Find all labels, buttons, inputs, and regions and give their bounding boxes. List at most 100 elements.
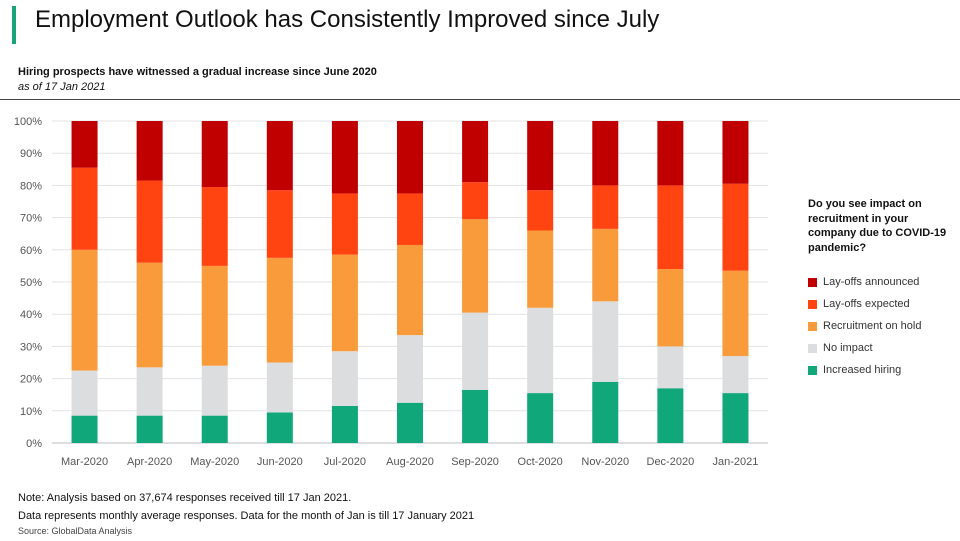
- legend-title: Do you see impact on recruitment in your…: [808, 198, 947, 254]
- y-tick-label: 70%: [20, 213, 42, 225]
- x-tick-label: Mar-2020: [61, 456, 108, 468]
- bar-segment: [201, 265, 228, 366]
- legend-label: No impact: [823, 342, 873, 354]
- y-tick-label: 0%: [26, 438, 42, 450]
- y-tick-label: 40%: [20, 309, 42, 321]
- bar-segment: [657, 269, 684, 347]
- bar-segment: [266, 121, 293, 191]
- bar-segment: [592, 121, 619, 186]
- bar-segment: [527, 230, 554, 308]
- bar-segment: [331, 254, 358, 352]
- bar-segment: [331, 121, 358, 194]
- legend-label: Increased hiring: [823, 364, 902, 376]
- bar-segment: [527, 307, 554, 394]
- title-accent-bar: [12, 6, 16, 44]
- bar-segment: [266, 362, 293, 413]
- bar-segment: [201, 365, 228, 416]
- x-tick-label: Oct-2020: [518, 456, 563, 468]
- bar-segment: [722, 393, 749, 443]
- bar-segment: [136, 262, 163, 368]
- y-tick-label: 30%: [20, 341, 42, 353]
- bar-segment: [462, 121, 489, 183]
- bar-segment: [266, 257, 293, 363]
- bar-segment: [397, 335, 423, 403]
- legend-item-no-impact: No impact: [808, 337, 958, 359]
- x-tick-label: Apr-2020: [127, 456, 172, 468]
- bar-segment: [397, 193, 423, 245]
- chart-subtitle: Hiring prospects have witnessed a gradua…: [18, 66, 377, 78]
- bar-segment: [331, 193, 358, 255]
- footnote-line-1: Note: Analysis based on 37,674 responses…: [18, 492, 352, 504]
- bar-segment: [397, 402, 423, 443]
- footnote-line-2: Data represents monthly average response…: [18, 510, 475, 522]
- bar-segment: [201, 415, 228, 443]
- legend-swatch: [808, 365, 817, 375]
- bar-segment: [527, 190, 554, 231]
- bar-segment: [331, 405, 358, 443]
- bar-segment: [592, 301, 619, 382]
- bar-segment: [71, 370, 98, 416]
- legend-swatch: [808, 277, 817, 287]
- y-tick-label: 50%: [20, 277, 42, 289]
- bar-segment: [201, 121, 228, 188]
- as-of-date: as of 17 Jan 2021: [18, 81, 106, 93]
- legend-swatch: [808, 343, 817, 353]
- y-tick-label: 90%: [20, 148, 42, 160]
- bar-segment: [462, 219, 489, 313]
- bar-segment: [71, 415, 98, 443]
- y-tick-label: 100%: [14, 116, 42, 128]
- x-tick-label: Nov-2020: [581, 456, 629, 468]
- bar-segment: [657, 346, 684, 389]
- x-tick-label: Jun-2020: [257, 456, 303, 468]
- bar-segment: [592, 228, 619, 302]
- stacked-bar-chart: 0% 10% 20% 30% 40% 50% 60% 70% 80% 90% 100% Mar-202…: [14, 116, 768, 468]
- legend-swatch: [808, 321, 817, 331]
- y-tick-label: 10%: [20, 406, 42, 418]
- page-title: Employment Outlook has Consistently Impr…: [35, 6, 660, 33]
- legend-item-lay-offs-expected: Lay-offs expected: [808, 293, 958, 315]
- bar-segment: [462, 312, 489, 390]
- bar-segment: [71, 121, 98, 168]
- bar-segment: [266, 190, 293, 258]
- bar-segment: [331, 351, 358, 406]
- x-tick-label: Sep-2020: [451, 456, 499, 468]
- bar-segment: [527, 393, 554, 443]
- legend-item-lay-offs-announced: Lay-offs announced: [808, 271, 958, 293]
- bar-segment: [71, 167, 98, 250]
- legend-label: Lay-offs expected: [823, 298, 910, 310]
- y-tick-label: 60%: [20, 245, 42, 257]
- bar-segment: [397, 121, 423, 194]
- legend-swatch: [808, 299, 817, 309]
- source-note: Source: GlobalData Analysis: [18, 526, 133, 536]
- bar-segment: [722, 121, 749, 184]
- x-tick-label: Jan-2021: [713, 456, 759, 468]
- bar-segment: [592, 381, 619, 443]
- bar-segment: [462, 389, 489, 443]
- header-divider: [0, 99, 960, 100]
- bar-segment: [657, 121, 684, 186]
- bar-segment: [592, 185, 619, 229]
- bar-segment: [136, 415, 163, 443]
- bar-segment: [722, 270, 749, 357]
- legend-label: Recruitment on hold: [823, 320, 922, 332]
- bar-segment: [657, 388, 684, 443]
- legend: Do you see impact on recruitment in your…: [808, 197, 958, 381]
- bar-segment: [201, 187, 228, 266]
- footnote: Note: Analysis based on 37,674 responses…: [18, 489, 474, 525]
- bar-segment: [397, 244, 423, 336]
- bar-segment: [266, 412, 293, 443]
- legend-label: Lay-offs announced: [823, 276, 920, 288]
- x-tick-label: May-2020: [190, 456, 239, 468]
- bar-segment: [136, 121, 163, 181]
- legend-item-recruitment-on-hold: Recruitment on hold: [808, 315, 958, 337]
- bar-segment: [71, 249, 98, 371]
- y-tick-label: 80%: [20, 180, 42, 192]
- bar-segment: [527, 121, 554, 191]
- bar-segment: [462, 182, 489, 220]
- y-tick-label: 20%: [20, 374, 42, 386]
- x-tick-label: Dec-2020: [647, 456, 695, 468]
- bar-segment: [722, 356, 749, 394]
- legend-item-increased-hiring: Increased hiring: [808, 359, 958, 381]
- bar-segment: [136, 367, 163, 416]
- x-tick-label: Jul-2020: [324, 456, 366, 468]
